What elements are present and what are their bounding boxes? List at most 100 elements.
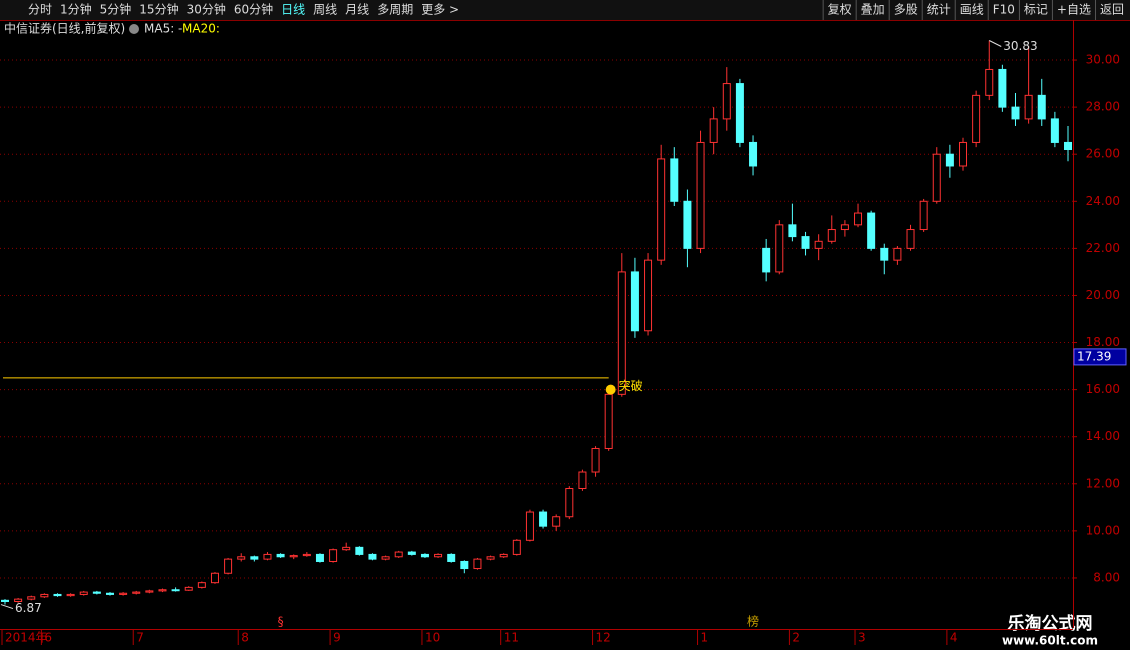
candle-body — [171, 589, 180, 592]
candle-body — [1, 599, 9, 603]
candle-body — [696, 141, 705, 249]
candle-body — [1024, 94, 1033, 120]
candle-body — [158, 589, 167, 592]
candle-body — [276, 553, 285, 558]
candle-body — [486, 556, 495, 560]
candle-body — [473, 558, 482, 570]
candle-body — [145, 590, 154, 593]
candle-body — [434, 553, 443, 558]
candle-body — [604, 393, 613, 449]
candle-body — [1050, 118, 1059, 143]
candle-body — [578, 471, 587, 490]
candle-body — [775, 224, 784, 273]
event-marker[interactable]: § — [278, 615, 284, 629]
toolbar-button[interactable]: 复权 — [828, 3, 852, 17]
candle-body — [394, 551, 403, 558]
candle-body — [355, 546, 364, 555]
candle-body — [105, 592, 114, 595]
toolbar-bg — [0, 0, 1130, 20]
candle-body — [919, 200, 928, 231]
high-label: 30.83 — [1003, 39, 1037, 53]
toolbar-button[interactable]: 统计 — [927, 3, 951, 17]
period-tab[interactable]: 更多 > — [421, 3, 459, 17]
candle-body — [657, 158, 666, 261]
period-tab[interactable]: 30分钟 — [187, 2, 226, 17]
y-tick-label: 30.00 — [1086, 53, 1120, 67]
candle-body — [329, 549, 338, 562]
candle-body — [1064, 141, 1072, 150]
candle-body — [119, 592, 128, 595]
period-tab[interactable]: 15分钟 — [139, 2, 178, 17]
toolbar-button[interactable]: 叠加 — [861, 3, 885, 17]
toolbar-button[interactable]: 画线 — [960, 3, 984, 17]
candle-body — [827, 229, 836, 242]
toolbar-button[interactable]: 标记 — [1024, 3, 1048, 17]
x-tick-label: 4 — [950, 631, 958, 645]
candle-body — [460, 560, 469, 570]
candle-body — [945, 153, 954, 167]
low-arrow — [0, 604, 14, 610]
x-tick-label: 2 — [792, 631, 800, 645]
toolbar-button[interactable]: 多股 — [894, 3, 918, 17]
period-tab[interactable]: 分时 — [28, 3, 52, 17]
candle-body — [644, 259, 653, 332]
y-tick-label: 22.00 — [1086, 241, 1120, 255]
candle-body — [66, 593, 75, 597]
breakout-dot — [605, 384, 616, 395]
candle-body — [932, 153, 941, 202]
candle-body — [735, 83, 744, 143]
period-tab[interactable]: 60分钟 — [234, 2, 273, 17]
candle-body — [1037, 94, 1046, 120]
candle-body — [210, 572, 219, 584]
candle-body — [512, 539, 521, 555]
y-tick-label: 26.00 — [1086, 147, 1120, 161]
candle-body — [224, 558, 233, 574]
candle-body — [368, 553, 377, 560]
y-tick-label: 8.00 — [1093, 570, 1120, 584]
period-tab[interactable]: 周线 — [313, 3, 337, 17]
candle-body — [237, 556, 246, 560]
candle-body — [709, 118, 718, 143]
y-tick-label: 20.00 — [1086, 288, 1120, 302]
x-tick-label: 8 — [241, 631, 249, 645]
toolbar-button[interactable]: 返回 — [1100, 3, 1124, 17]
x-tick-label: 1 — [701, 631, 709, 645]
candle-body — [749, 141, 758, 167]
period-tab[interactable]: 1分钟 — [60, 2, 92, 17]
period-tab[interactable]: 多周期 — [377, 3, 413, 17]
candle-body — [565, 488, 574, 518]
event-marker[interactable]: 榜 — [747, 614, 759, 629]
x-tick-label: 12 — [596, 631, 611, 645]
ma-toggle[interactable] — [129, 24, 139, 34]
toolbar-button[interactable]: +自选 — [1057, 3, 1091, 17]
candle-body — [315, 553, 324, 562]
y-tick-label: 16.00 — [1086, 382, 1120, 396]
watermark-name: 乐淘公式网 — [1008, 613, 1093, 634]
period-tab[interactable]: 日线 — [281, 3, 305, 17]
candle-body — [617, 271, 626, 395]
candle-body — [722, 83, 731, 120]
candle-body — [814, 240, 823, 249]
last-price-label: 17.39 — [1077, 349, 1111, 363]
candle-body — [840, 224, 849, 231]
candle-body — [1011, 106, 1020, 120]
breakout-label: 突破 — [619, 378, 643, 393]
ma5-label: MA5: - — [144, 22, 182, 36]
candle-body — [342, 546, 351, 551]
stock-title: 中信证券(日线,前复权) — [4, 21, 125, 36]
x-tick-label: 11 — [504, 631, 519, 645]
y-tick-label: 28.00 — [1086, 100, 1120, 114]
period-tab[interactable]: 5分钟 — [100, 2, 132, 17]
candle-body — [197, 582, 206, 588]
candle-body — [499, 553, 508, 558]
y-tick-label: 14.00 — [1086, 429, 1120, 443]
candle-body — [788, 224, 797, 238]
candle-body — [53, 593, 62, 597]
x-tick-label: 10 — [425, 631, 440, 645]
x-tick-label: 2014年 — [5, 631, 48, 645]
x-tick-label: 9 — [333, 631, 341, 645]
toolbar-button[interactable]: F10 — [993, 3, 1015, 17]
period-tab[interactable]: 月线 — [345, 3, 369, 17]
candle-body — [420, 553, 429, 558]
